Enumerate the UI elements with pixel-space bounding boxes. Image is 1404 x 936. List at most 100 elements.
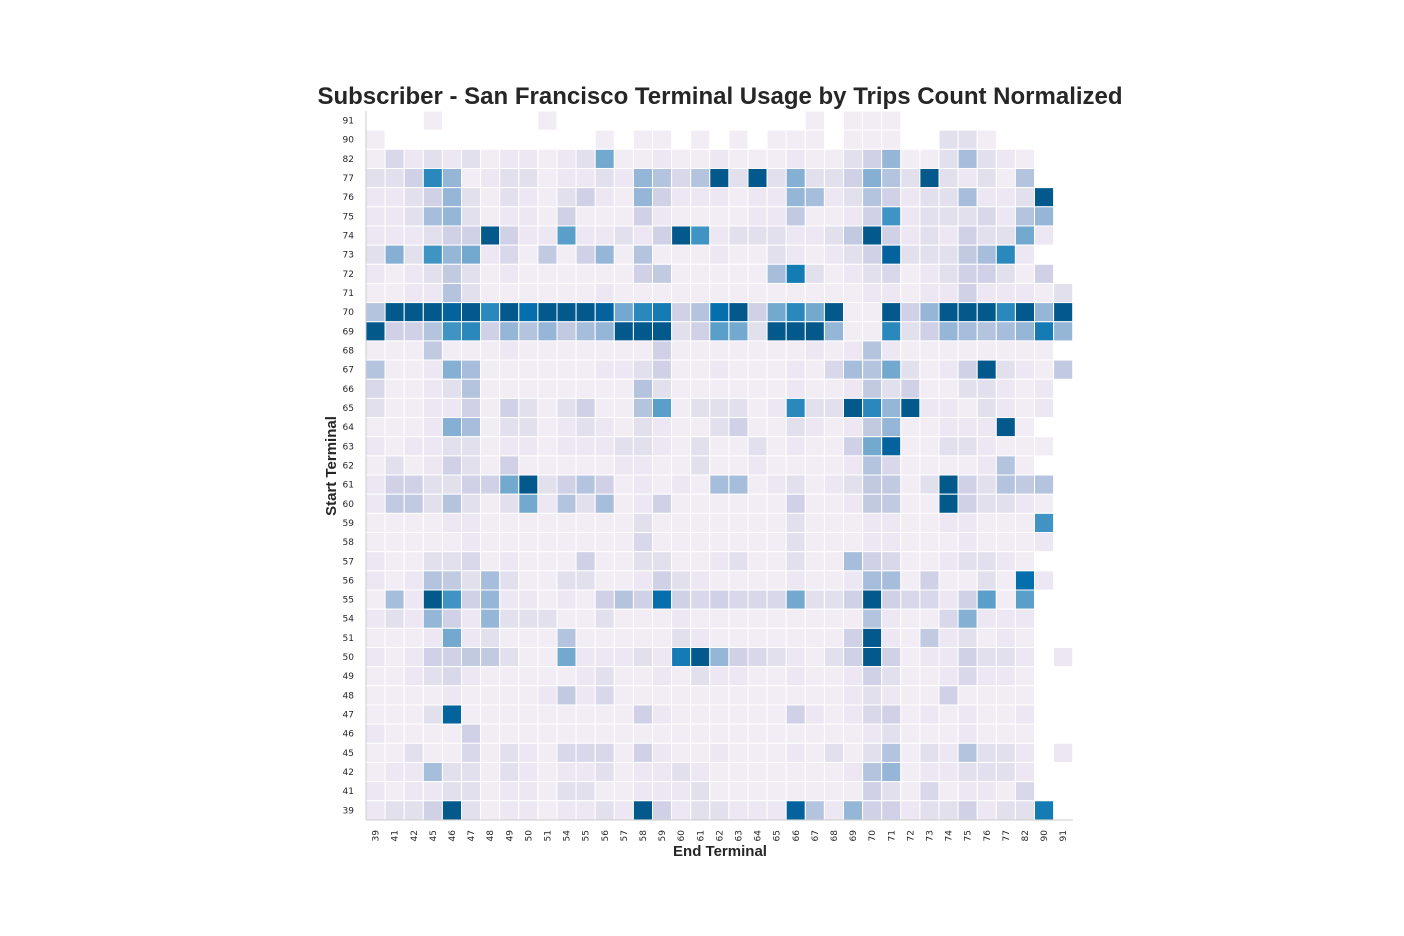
heatmap-cell [499,761,520,783]
heatmap-cell [919,378,940,399]
heatmap-cell [881,148,902,169]
heatmap-cell [1014,302,1036,323]
heatmap-cell [919,474,940,495]
heatmap-cell [747,551,768,572]
heatmap-cell [499,800,520,821]
heatmap-cell [518,723,539,744]
heatmap-cell [900,244,921,265]
heatmap-cell [728,167,749,189]
heatmap-cell [938,646,959,668]
heatmap-cell [537,340,558,361]
heatmap-cell [919,627,940,648]
heatmap-cell [384,627,405,648]
heatmap-cell [957,570,978,591]
heatmap-cell [613,225,634,246]
heatmap-cell [594,263,615,284]
heatmap-cell [957,167,978,189]
heatmap-cell [480,455,501,476]
heatmap-cell [785,704,806,725]
heatmap-cell [709,321,730,342]
heatmap-cell [575,167,596,189]
heatmap-cell [843,110,864,131]
heatmap-cell [594,570,615,591]
heatmap-cell [671,474,692,495]
heatmap-cell [671,417,692,438]
heatmap-cell [384,321,405,342]
heatmap-cell [403,187,424,208]
heatmap-cell [976,148,997,169]
heatmap-cell [843,129,864,150]
heatmap-cell [671,397,692,419]
heatmap-cell [422,723,443,744]
heatmap-cell [766,761,787,783]
x-axis-label: End Terminal [673,843,767,860]
heatmap-cell [537,532,558,553]
heatmap-cell [919,704,940,725]
heatmap-cell [632,378,654,399]
heatmap-cell [441,761,462,783]
heatmap-cell [537,321,558,342]
heatmap-cell [709,378,730,399]
heatmap-cell [671,551,692,572]
heatmap-cell [613,666,634,687]
heatmap-cell [575,512,596,534]
heatmap-cell [785,263,806,284]
heatmap-cell [480,742,501,763]
heatmap-cell [480,167,501,189]
heatmap-cell [613,187,634,208]
heatmap-cell [804,263,825,284]
heatmap-cell [556,761,577,783]
heatmap-cell [499,589,520,610]
heatmap-cell [422,474,443,495]
heatmap-cell [594,666,615,687]
heatmap-cell [995,359,1016,380]
heatmap-cell [747,340,768,361]
heatmap-cell [804,761,825,783]
heatmap-cell [881,493,902,514]
heatmap-cell [919,225,940,246]
x-tick-label: 42 [410,830,420,841]
heatmap-cell [766,167,787,189]
heatmap-cell [365,340,386,361]
heatmap-cell [613,570,634,591]
heatmap-cell [384,532,405,553]
heatmap-cell [365,282,386,304]
heatmap-cell [499,302,520,323]
heatmap-cell [766,800,787,821]
heatmap-cell [728,742,749,763]
heatmap-cell [919,302,940,323]
heatmap-cell [709,302,730,323]
heatmap-cell [499,206,520,227]
heatmap-cell [900,206,921,227]
heatmap-cell [403,570,424,591]
heatmap-cell [1014,225,1036,246]
x-tick-label: 54 [563,830,573,842]
heatmap-cell [613,359,634,380]
y-tick-label: 59 [343,519,355,529]
y-tick-label: 42 [343,768,354,778]
heatmap-cell [575,187,596,208]
heatmap-cell [556,723,577,744]
heatmap-cell [403,512,424,534]
heatmap-cell [422,646,443,668]
heatmap-cell [747,359,768,380]
heatmap-cell [384,187,405,208]
heatmap-cell [499,340,520,361]
heatmap-cell [785,244,806,265]
heatmap-cell [365,455,386,476]
heatmap-cell [441,225,462,246]
x-tick-label: 39 [372,830,382,842]
heatmap-cell [766,340,787,361]
heatmap-cell [976,225,997,246]
heatmap-cell [900,666,921,687]
heatmap-cell [862,378,883,399]
heatmap-cell [862,263,883,284]
heatmap-cell [976,781,997,802]
heatmap-cell [804,225,825,246]
heatmap-cell [766,129,787,150]
heatmap-cell [556,532,577,553]
heatmap-cell [575,148,596,169]
heatmap-cell [537,723,558,744]
heatmap-cell [480,378,501,399]
heatmap-cell [843,417,864,438]
